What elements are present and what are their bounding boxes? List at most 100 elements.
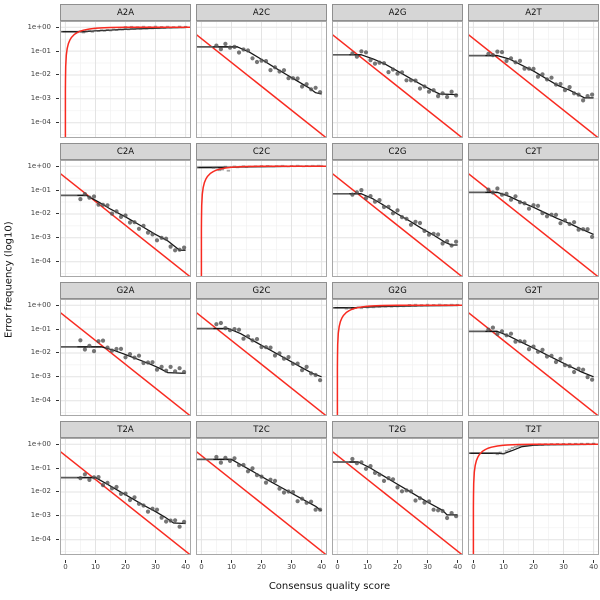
red-theoretical-line <box>468 33 599 138</box>
y-tick-label: 1e-03 <box>30 511 51 520</box>
y-tick-mark <box>56 304 59 306</box>
red-theoretical-line <box>332 33 463 138</box>
x-tick-label: 40 <box>453 563 463 571</box>
strip-label: T2C <box>253 424 270 435</box>
gridlines <box>60 438 191 555</box>
y-tick-label: 1e-04 <box>30 118 51 127</box>
y-tick-label: 1e+00 <box>27 439 51 448</box>
data-points <box>78 192 187 253</box>
x-tick-label: 30 <box>287 563 296 571</box>
panel-border <box>196 438 327 555</box>
strip-label: C2C <box>252 146 271 157</box>
facet-strip: G2T <box>468 282 599 299</box>
data-points <box>486 49 595 103</box>
y-tick-label: 1e-04 <box>30 396 51 405</box>
panel-plot-C2G <box>332 160 463 277</box>
x-tick-mark <box>230 560 232 563</box>
data-points <box>350 188 459 248</box>
facet-strip: A2A <box>60 4 191 21</box>
gridlines <box>468 160 599 277</box>
panel-border <box>196 160 327 277</box>
x-tick-mark <box>563 560 565 563</box>
x-axis-labels-col-4: 0 10 20 30 40 <box>468 560 599 574</box>
y-tick-label: 1e-03 <box>30 94 51 103</box>
y-tick-label: 1e-02 <box>30 487 51 496</box>
strip-label: G2C <box>252 285 271 296</box>
x-tick-label: 10 <box>226 563 236 571</box>
x-tick-mark <box>261 560 262 563</box>
y-tick-label: 1e-01 <box>30 185 51 194</box>
y-tick-mark <box>56 213 59 215</box>
facet-panel-G2A: G2A <box>60 282 191 416</box>
x-axis-labels-col-1: 0 10 20 30 40 <box>60 560 191 574</box>
data-points <box>350 456 459 521</box>
y-tick-label: 1e-01 <box>30 463 51 472</box>
y-tick-mark <box>56 26 59 28</box>
x-tick-label: 20 <box>529 563 538 571</box>
y-tick-mark <box>56 443 59 445</box>
panel-border <box>332 160 463 277</box>
x-tick-mark <box>397 560 398 563</box>
x-tick-mark <box>533 560 534 563</box>
y-tick-label: 1e-01 <box>30 46 51 55</box>
y-tick-mark <box>56 376 59 378</box>
x-tick-label: 30 <box>151 563 160 571</box>
panel-border <box>468 21 599 138</box>
gridlines <box>196 438 327 555</box>
strip-label: G2A <box>116 285 135 296</box>
x-tick-mark <box>472 560 474 563</box>
x-tick-label: 40 <box>181 563 191 571</box>
facet-strip: C2A <box>60 143 191 160</box>
data-points <box>486 325 595 382</box>
y-tick-mark <box>56 237 59 239</box>
red-theoretical-line <box>60 172 191 277</box>
y-tick-mark <box>56 261 59 263</box>
x-axis-labels-col-2: 0 10 20 30 40 <box>196 560 327 574</box>
x-tick-label: 20 <box>121 563 130 571</box>
y-tick-mark <box>56 122 59 124</box>
red-theoretical-curve <box>200 165 327 277</box>
facet-strip: G2G <box>332 282 463 299</box>
panel-plot-G2C <box>196 299 327 416</box>
x-tick-label: 0 <box>335 563 340 571</box>
gridlines <box>60 21 191 138</box>
red-theoretical-line <box>60 311 191 416</box>
facet-panel-A2T: A2T <box>468 4 599 138</box>
red-theoretical-curve <box>472 443 599 555</box>
y-tick-label: 1e-02 <box>30 348 51 357</box>
y-tick-label: 1e-03 <box>30 233 51 242</box>
facet-panel-A2A: A2A <box>60 4 191 138</box>
x-tick-mark <box>200 560 202 563</box>
y-tick-mark <box>56 328 59 330</box>
strip-label: C2T <box>525 146 542 157</box>
facet-panel-G2T: G2T <box>468 282 599 416</box>
y-tick-mark <box>56 98 59 100</box>
y-tick-mark <box>56 539 59 541</box>
panel-plot-C2C <box>196 160 327 277</box>
data-points <box>486 186 595 239</box>
x-tick-mark <box>155 560 157 563</box>
y-tick-label: 1e+00 <box>27 22 51 31</box>
y-axis-labels-row-4: 1e+00 1e-01 1e-02 1e-03 1e-04 <box>21 421 59 555</box>
panel-plot-A2T <box>468 21 599 138</box>
data-points <box>78 472 187 529</box>
gridlines <box>196 299 327 416</box>
gridlines <box>332 160 463 277</box>
y-tick-mark <box>56 400 59 402</box>
panel-plot-T2A <box>60 438 191 555</box>
panel-border <box>468 160 599 277</box>
red-theoretical-line <box>332 450 463 555</box>
y-axis-title: Error frequency (log10) <box>3 221 15 338</box>
y-tick-mark <box>56 467 59 469</box>
strip-label: A2A <box>116 7 135 18</box>
x-tick-label: 10 <box>90 563 100 571</box>
facet-strip: T2C <box>196 421 327 438</box>
gridlines <box>60 160 191 277</box>
facet-panel-T2T: T2T <box>468 421 599 555</box>
facet-strip: G2C <box>196 282 327 299</box>
x-tick-label: 10 <box>498 563 508 571</box>
panel-plot-A2A <box>60 21 191 138</box>
red-theoretical-line <box>60 450 191 555</box>
facet-strip: A2C <box>196 4 327 21</box>
